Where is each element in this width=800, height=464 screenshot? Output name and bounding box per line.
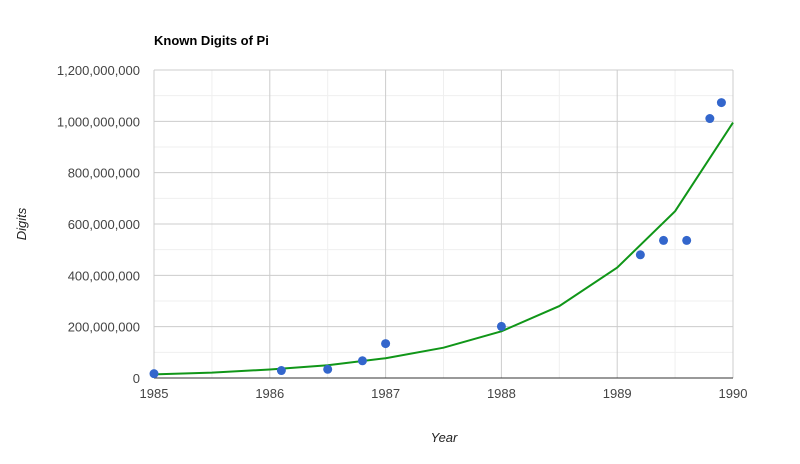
x-tick-label: 1985 <box>140 386 169 401</box>
data-point <box>357 356 367 366</box>
data-point <box>149 369 159 379</box>
y-axis-title: Digits <box>14 207 29 240</box>
x-axis-title: Year <box>431 430 458 445</box>
data-point <box>323 364 333 374</box>
chart-title: Known Digits of Pi <box>154 33 269 48</box>
data-point <box>682 235 692 245</box>
y-axis-ticks: 0 200,000,000 400,000,000 600,000,000 800,00… <box>57 63 140 386</box>
y-tick-label: 1,200,000,000 <box>57 63 140 78</box>
data-point <box>716 98 726 108</box>
x-tick-label: 1990 <box>719 386 748 401</box>
y-tick-label: 0 <box>133 371 140 386</box>
x-tick-label: 1987 <box>371 386 400 401</box>
y-tick-label: 600,000,000 <box>68 217 140 232</box>
data-point <box>659 235 669 245</box>
x-tick-label: 1988 <box>487 386 516 401</box>
data-point <box>276 366 286 376</box>
data-point <box>381 339 391 349</box>
x-tick-label: 1986 <box>255 386 284 401</box>
data-point <box>496 321 506 331</box>
trendline <box>153 122 734 376</box>
data-point <box>635 250 645 260</box>
x-axis-ticks: 1985 1986 1987 1988 1989 1990 <box>140 386 748 401</box>
data-point <box>705 114 715 124</box>
y-tick-label: 800,000,000 <box>68 166 140 181</box>
x-tick-label: 1989 <box>603 386 632 401</box>
data-points <box>149 98 726 379</box>
y-tick-label: 200,000,000 <box>68 320 140 335</box>
y-tick-label: 400,000,000 <box>68 268 140 283</box>
y-tick-label: 1,000,000,000 <box>57 114 140 129</box>
